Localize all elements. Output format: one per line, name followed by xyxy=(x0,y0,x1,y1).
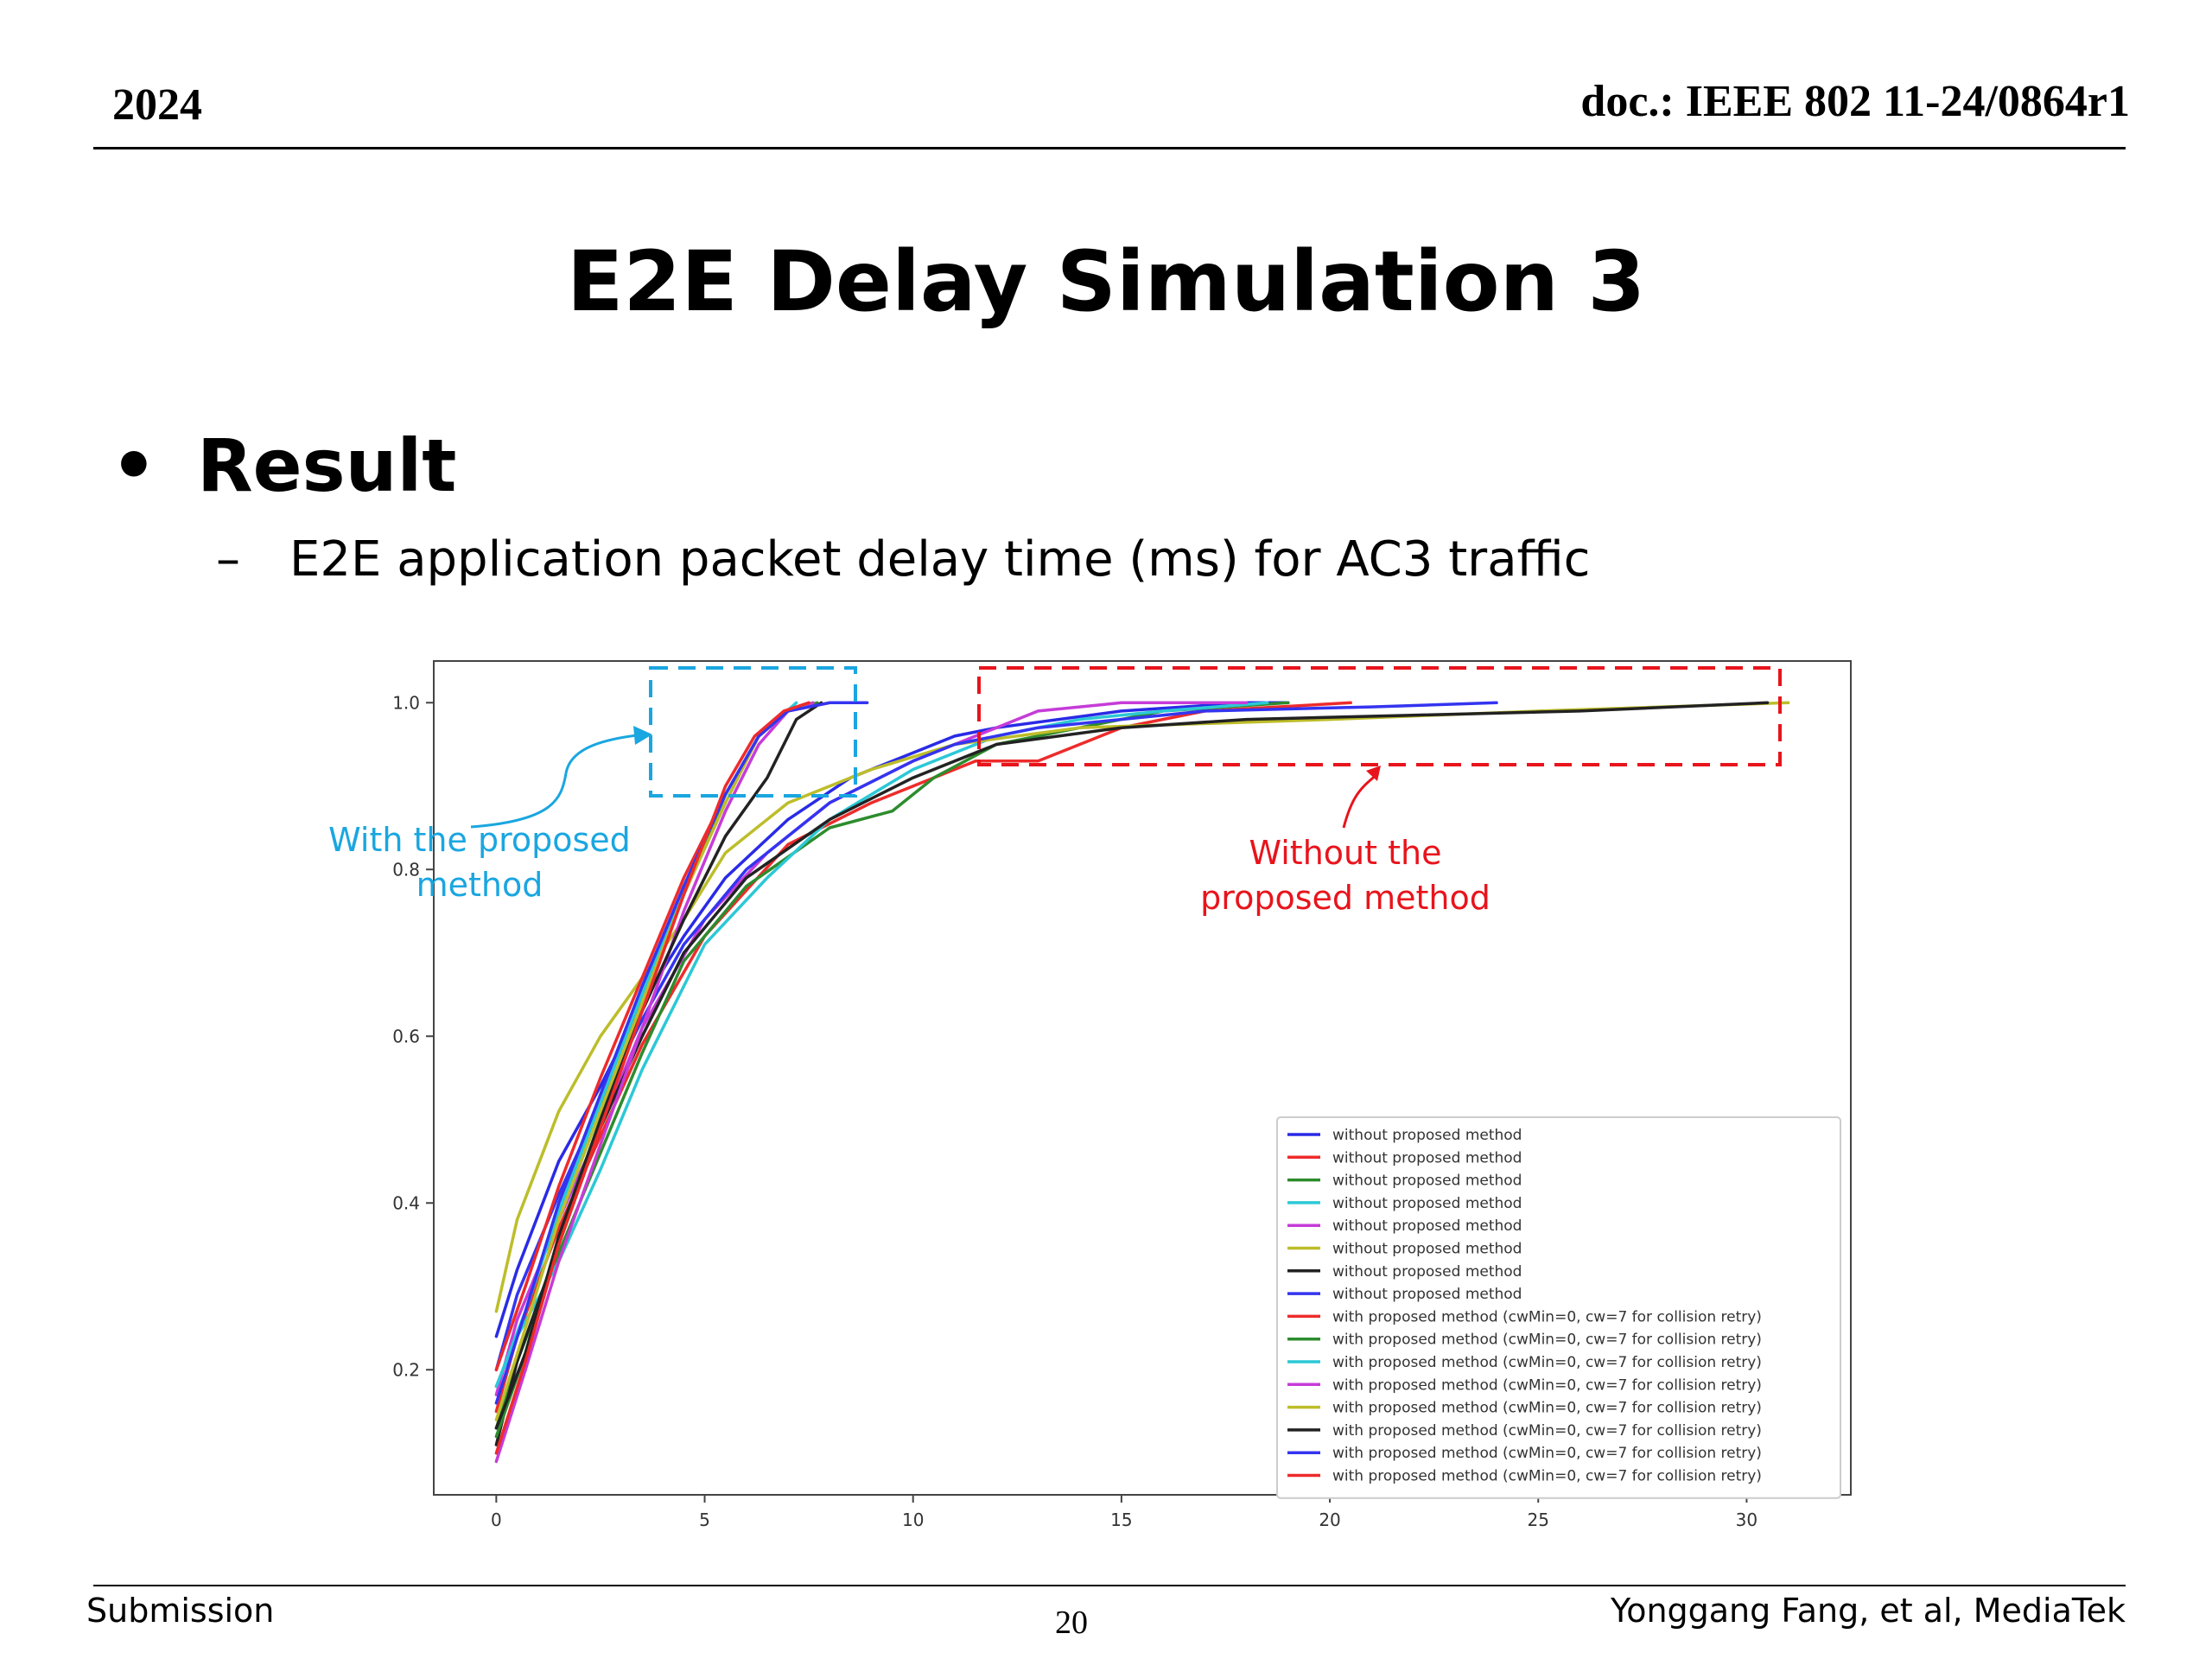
baseline-method-highlight-box xyxy=(977,666,1782,766)
x-tick-label: 25 xyxy=(1528,1510,1549,1530)
footer-authors: Yonggang Fang, et al, MediaTek xyxy=(1611,1592,2126,1630)
x-tick-label: 0 xyxy=(491,1510,502,1530)
bullet-result: • Result xyxy=(111,423,456,508)
x-tick-label: 15 xyxy=(1110,1510,1132,1530)
series-line-6 xyxy=(494,701,1790,1313)
header-year: 2024 xyxy=(112,80,202,130)
x-tick-label: 20 xyxy=(1319,1510,1340,1530)
sub-bullet-text: E2E application packet delay time (ms) f… xyxy=(289,531,1591,588)
proposed-method-label-line1: With the proposed xyxy=(328,821,631,859)
baseline-method-label-line2: proposed method xyxy=(1200,879,1491,917)
sub-bullet: – E2E application packet delay time (ms) … xyxy=(216,531,1590,588)
slide-title: E2E Delay Simulation 3 xyxy=(566,233,1646,330)
legend-label: with proposed method (cwMin=0, cw=7 for … xyxy=(1332,1422,1762,1440)
y-tick-label: 1.0 xyxy=(392,692,420,713)
bullet-marker: • xyxy=(111,423,157,508)
series-line-15 xyxy=(494,701,869,1405)
legend-label: without proposed method xyxy=(1332,1173,1522,1190)
proposed-method-label-line2: method xyxy=(416,866,543,904)
y-tick-label: 0.2 xyxy=(392,1359,420,1380)
legend-label: with proposed method (cwMin=0, cw=7 for … xyxy=(1332,1400,1762,1417)
legend-label: without proposed method xyxy=(1332,1241,1522,1258)
legend-label: without proposed method xyxy=(1332,1195,1522,1212)
legend-label: without proposed method xyxy=(1332,1263,1522,1281)
legend-label: with proposed method (cwMin=0, cw=7 for … xyxy=(1332,1354,1762,1371)
legend-box xyxy=(1276,1116,1841,1499)
footer-submission: Submission xyxy=(86,1592,275,1630)
baseline-method-label-line1: Without the xyxy=(1249,834,1442,872)
legend-label: with proposed method (cwMin=0, cw=7 for … xyxy=(1332,1445,1762,1462)
y-tick-label: 0.8 xyxy=(392,859,420,880)
legend-label: with proposed method (cwMin=0, cw=7 for … xyxy=(1332,1468,1762,1485)
legend-label: without proposed method xyxy=(1332,1286,1522,1303)
header-doc-id: doc.: IEEE 802 11-24/0864r1 xyxy=(1580,77,2130,126)
footer-rule xyxy=(93,1585,2126,1586)
legend-label: with proposed method (cwMin=0, cw=7 for … xyxy=(1332,1332,1762,1349)
legend-label: without proposed method xyxy=(1332,1149,1522,1166)
y-tick-label: 0.6 xyxy=(392,1026,420,1046)
header-rule xyxy=(93,147,2126,149)
x-tick-label: 10 xyxy=(902,1510,924,1530)
x-tick-label: 5 xyxy=(699,1510,710,1530)
x-tick-label: 30 xyxy=(1736,1510,1758,1530)
legend-label: with proposed method (cwMin=0, cw=7 for … xyxy=(1332,1376,1762,1394)
proposed-method-arrowhead xyxy=(633,726,652,745)
legend-label: without proposed method xyxy=(1332,1217,1522,1235)
bullet-text: Result xyxy=(197,423,457,508)
page-number: 20 xyxy=(1055,1605,1088,1641)
baseline-method-arrowhead xyxy=(1366,766,1381,781)
series-line-12 xyxy=(494,701,815,1464)
y-tick-label: 0.4 xyxy=(392,1192,420,1213)
legend-label: without proposed method xyxy=(1332,1127,1522,1144)
series-line-16 xyxy=(494,701,810,1455)
series-line-8 xyxy=(494,701,1498,1372)
series-line-14 xyxy=(494,701,823,1430)
proposed-method-arrow xyxy=(470,733,645,829)
series-line-1 xyxy=(494,701,1290,1338)
sub-bullet-marker: – xyxy=(216,531,240,588)
legend-label: with proposed method (cwMin=0, cw=7 for … xyxy=(1332,1308,1762,1325)
